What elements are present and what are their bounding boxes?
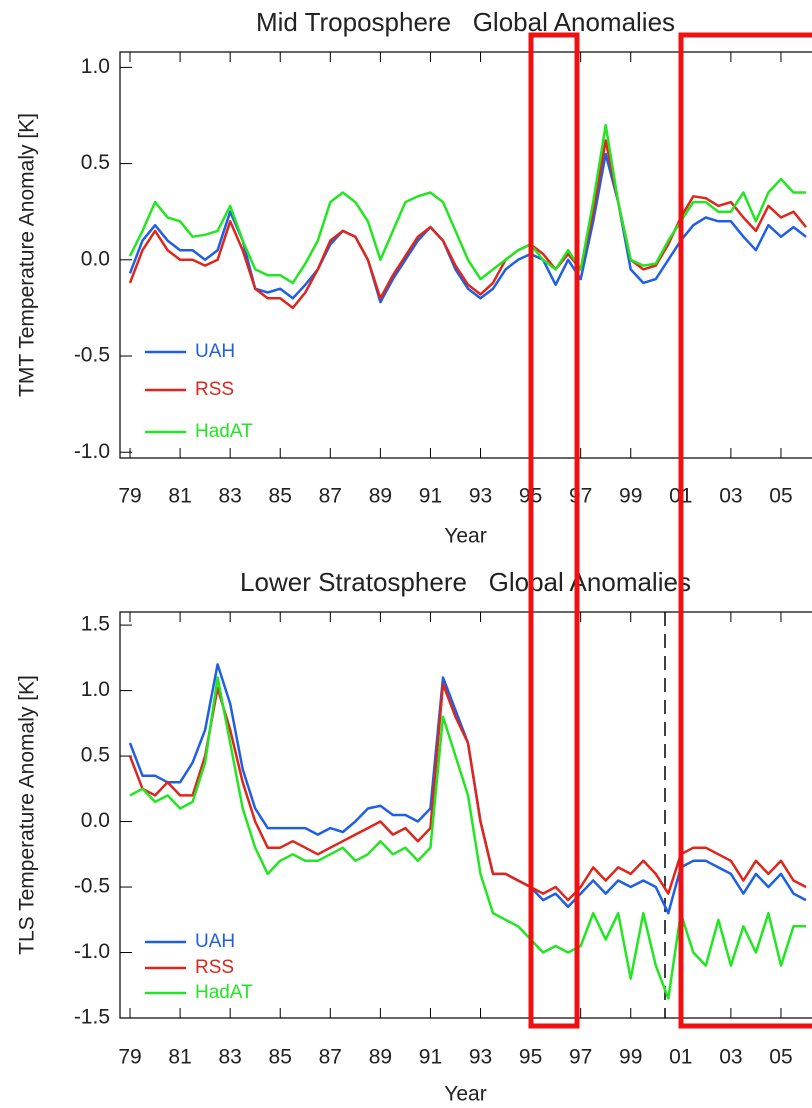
legend-label: HadAT — [195, 421, 253, 442]
marks: Mid Troposphere Global Anomalies Year TMT … — [16, 7, 812, 1106]
legend-label: RSS — [195, 957, 234, 978]
plot-frame — [119, 611, 812, 1019]
y-tick-label: 0.5 — [81, 744, 110, 767]
highlight-box — [678, 32, 812, 1029]
series-line — [128, 152, 807, 304]
x-tick-label: 03 — [719, 1046, 742, 1069]
legend-label: UAH — [195, 931, 235, 952]
x-tick-label: 97 — [569, 1046, 592, 1069]
x-tick-label: 93 — [469, 1046, 492, 1069]
y-tick-label: -1.0 — [74, 940, 110, 963]
x-tick-label: 95 — [519, 1046, 542, 1069]
series-line — [128, 682, 807, 902]
y-tick-label: -1.5 — [74, 1006, 110, 1029]
y-tick-label: 0.0 — [81, 247, 110, 270]
x-tick-label: 03 — [719, 485, 742, 508]
chart-title: Lower Stratosphere Global Anomalies — [240, 567, 691, 597]
x-tick-label: 99 — [619, 485, 642, 508]
x-tick-label: 91 — [419, 1046, 442, 1069]
y-tick-label: -1.0 — [74, 440, 110, 463]
y-tick-label: 0.5 — [81, 151, 110, 174]
x-tick-label: 87 — [319, 1046, 342, 1069]
y-tick-label: -0.5 — [74, 344, 110, 367]
series-line — [128, 663, 807, 915]
x-tick-label: 97 — [569, 485, 592, 508]
x-tick-label: 89 — [369, 485, 392, 508]
x-tick-label: 05 — [769, 1046, 792, 1069]
legend-label: UAH — [195, 341, 235, 362]
series-line — [129, 676, 806, 1000]
x-tick-label: 89 — [369, 1046, 392, 1069]
x-tick-label: 05 — [769, 485, 792, 508]
x-tick-label: 83 — [218, 485, 241, 508]
x-tick-label: 99 — [619, 1046, 642, 1069]
x-tick-label: 93 — [469, 485, 492, 508]
y-axis-label: TMT Temperature Anomaly [K] — [16, 113, 39, 397]
y-axis-label: TLS Temperature Anomaly [K] — [16, 675, 39, 955]
highlight-box — [528, 32, 580, 1029]
x-tick-label: 87 — [319, 485, 342, 508]
x-tick-label: 85 — [269, 1046, 292, 1069]
x-tick-label: 79 — [118, 485, 141, 508]
x-tick-label: 81 — [168, 1046, 191, 1069]
x-axis-label: Year — [444, 525, 486, 548]
chart-title: Mid Troposphere Global Anomalies — [256, 7, 675, 37]
y-tick-label: 1.0 — [81, 678, 110, 701]
x-tick-label: 91 — [419, 485, 442, 508]
x-tick-label: 01 — [669, 1046, 692, 1069]
series-line — [128, 139, 807, 310]
x-tick-label: 85 — [269, 485, 292, 508]
legend-label: RSS — [195, 379, 234, 400]
plot-frame — [119, 51, 812, 459]
y-tick-label: 0.0 — [81, 809, 110, 832]
legend-label: HadAT — [195, 982, 253, 1003]
x-tick-label: 81 — [168, 485, 191, 508]
y-tick-label: 1.0 — [81, 55, 110, 78]
y-tick-label: 1.5 — [81, 613, 110, 636]
x-axis-label: Year — [444, 1083, 486, 1106]
series-line — [128, 123, 806, 285]
x-tick-label: 83 — [218, 1046, 241, 1069]
y-tick-label: -0.5 — [74, 875, 110, 898]
x-tick-label: 79 — [118, 1046, 141, 1069]
